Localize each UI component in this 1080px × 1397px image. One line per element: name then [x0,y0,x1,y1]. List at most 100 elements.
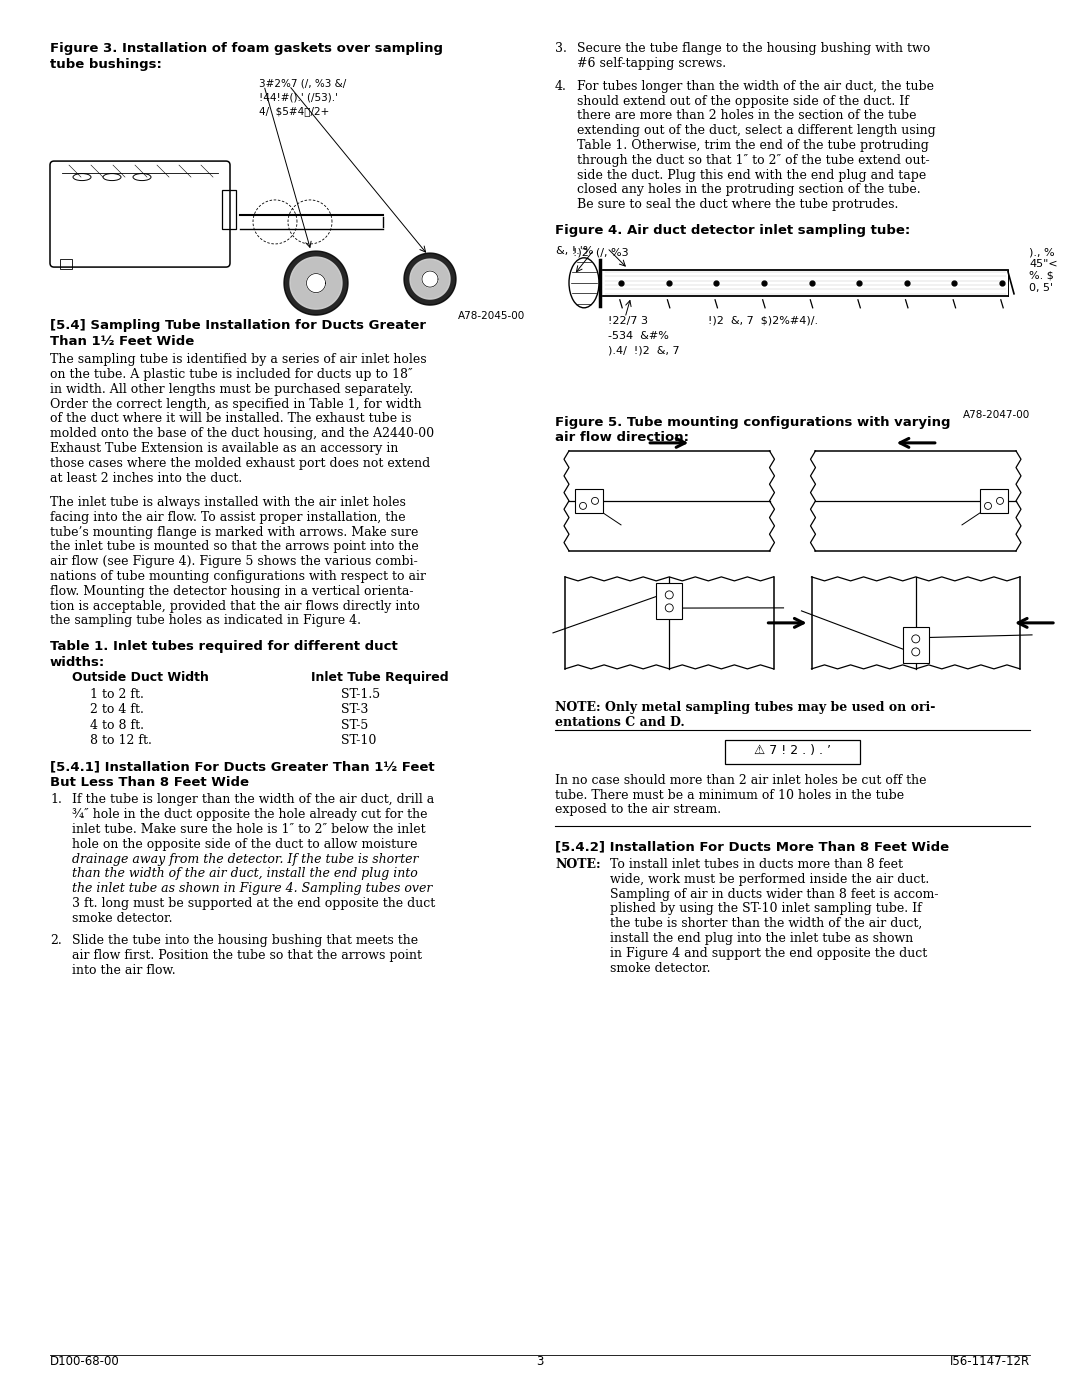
Text: For tubes longer than the width of the air duct, the tube: For tubes longer than the width of the a… [577,80,934,92]
Text: Sampling of air in ducts wider than 8 feet is accom-: Sampling of air in ducts wider than 8 fe… [610,887,939,901]
Text: the inlet tube is mounted so that the arrows point into the: the inlet tube is mounted so that the ar… [50,541,419,553]
Text: 4 to 8 ft.: 4 to 8 ft. [90,718,144,732]
Bar [60,258,72,270]
Text: wide, work must be performed inside the air duct.: wide, work must be performed inside the … [610,873,929,886]
Text: ST-1.5: ST-1.5 [341,687,380,701]
Text: hole on the opposite side of the duct to allow moisture: hole on the opposite side of the duct to… [72,838,418,851]
Text: &, !.'%: &, !.'% [556,246,594,256]
Text: 3#2%7 (/, %3 &/: 3#2%7 (/, %3 &/ [259,78,347,88]
Text: Order the correct length, as specified in Table 1, for width: Order the correct length, as specified i… [50,398,421,411]
Text: A78-2045-00: A78-2045-00 [458,312,525,321]
Text: tion is acceptable, provided that the air flows directly into: tion is acceptable, provided that the ai… [50,599,420,612]
Text: those cases where the molded exhaust port does not extend: those cases where the molded exhaust por… [50,457,430,469]
Text: facing into the air flow. To assist proper installation, the: facing into the air flow. To assist prop… [50,511,406,524]
Text: The inlet tube is always installed with the air inlet holes: The inlet tube is always installed with … [50,496,406,509]
Bar [222,190,237,229]
Text: plished by using the ST-10 inlet sampling tube. If: plished by using the ST-10 inlet samplin… [610,902,921,915]
Text: ⚠ 7 ! 2 . ) . ’: ⚠ 7 ! 2 . ) . ’ [754,745,831,757]
Bar [725,740,860,764]
Text: !)2  &, 7  $)2%#4)/.: !)2 &, 7 $)2%#4)/. [708,316,819,326]
Text: [5.4.2] Installation For Ducts More Than 8 Feet Wide: [5.4.2] Installation For Ducts More Than… [555,840,949,854]
Bar [980,489,1008,513]
Text: NOTE: Only metal sampling tubes may be used on ori-: NOTE: Only metal sampling tubes may be u… [555,701,935,714]
Bar [657,583,683,619]
Text: air flow direction:: air flow direction: [555,432,689,444]
Text: flow. Mounting the detector housing in a vertical orienta-: flow. Mounting the detector housing in a… [50,585,414,598]
Text: inlet tube. Make sure the hole is 1″ to 2″ below the inlet: inlet tube. Make sure the hole is 1″ to … [72,823,426,835]
Text: If the tube is longer than the width of the air duct, drill a: If the tube is longer than the width of … [72,793,434,806]
Text: Secure the tube flange to the housing bushing with two: Secure the tube flange to the housing bu… [577,42,930,54]
Text: there are more than 2 holes in the section of the tube: there are more than 2 holes in the secti… [577,109,917,123]
Text: Figure 5. Tube mounting configurations with varying: Figure 5. Tube mounting configurations w… [555,416,950,429]
Text: 3: 3 [537,1355,543,1368]
Text: widths:: widths: [50,655,105,669]
Text: ).4/  !)2  &, 7: ).4/ !)2 &, 7 [608,345,679,355]
Text: drainage away from the detector. If the tube is shorter: drainage away from the detector. If the … [72,852,419,866]
Text: smoke detector.: smoke detector. [72,912,173,925]
Text: NOTE:: NOTE: [555,858,600,872]
Text: through the duct so that 1″ to 2″ of the tube extend out-: through the duct so that 1″ to 2″ of the… [577,154,930,166]
Text: Figure 3. Installation of foam gaskets over sampling: Figure 3. Installation of foam gaskets o… [50,42,443,54]
Text: Inlet Tube Required: Inlet Tube Required [311,672,449,685]
Text: Than 1½ Feet Wide: Than 1½ Feet Wide [50,335,194,348]
Text: exposed to the air stream.: exposed to the air stream. [555,803,721,816]
Text: ST-10: ST-10 [341,735,377,747]
Bar [903,627,929,664]
Text: extending out of the duct, select a different length using: extending out of the duct, select a diff… [577,124,935,137]
Text: of the duct where it will be installed. The exhaust tube is: of the duct where it will be installed. … [50,412,411,425]
Text: tube bushings:: tube bushings: [50,59,162,71]
Polygon shape [284,251,348,316]
Text: ST-3: ST-3 [341,703,368,717]
Bar [575,489,603,513]
Text: )., %
45"<
%. $
0, 5': )., % 45"< %. $ 0, 5' [1029,247,1057,292]
Text: in Figure 4 and support the end opposite the duct: in Figure 4 and support the end opposite… [610,947,928,960]
Text: D100-68-00: D100-68-00 [50,1355,120,1368]
Text: 2.: 2. [50,935,62,947]
Text: the inlet tube as shown in Figure 4. Sampling tubes over: the inlet tube as shown in Figure 4. Sam… [72,883,432,895]
Text: into the air flow.: into the air flow. [72,964,176,977]
Text: in width. All other lengths must be purchased separately.: in width. All other lengths must be purc… [50,383,414,395]
Text: than the width of the air duct, install the end plug into: than the width of the air duct, install … [72,868,418,880]
Text: The sampling tube is identified by a series of air inlet holes: The sampling tube is identified by a ser… [50,353,427,366]
Text: ¾″ hole in the duct opposite the hole already cut for the: ¾″ hole in the duct opposite the hole al… [72,809,428,821]
Text: Figure 4. Air duct detector inlet sampling tube:: Figure 4. Air duct detector inlet sampli… [555,224,910,237]
Text: Outside Duct Width: Outside Duct Width [72,672,208,685]
Text: 1 to 2 ft.: 1 to 2 ft. [90,687,144,701]
Text: !22/7 3: !22/7 3 [608,316,648,326]
Polygon shape [307,274,325,292]
Text: at least 2 inches into the duct.: at least 2 inches into the duct. [50,472,242,485]
Text: nations of tube mounting configurations with respect to air: nations of tube mounting configurations … [50,570,426,583]
Text: 3 ft. long must be supported at the end opposite the duct: 3 ft. long must be supported at the end … [72,897,435,909]
Text: tube’s mounting flange is marked with arrows. Make sure: tube’s mounting flange is marked with ar… [50,525,418,538]
Text: the tube is shorter than the width of the air duct,: the tube is shorter than the width of th… [610,918,922,930]
Text: 2 to 4 ft.: 2 to 4 ft. [90,703,144,717]
Text: -534  &#%: -534 &#% [608,331,669,341]
Text: entations C and D.: entations C and D. [555,717,685,729]
Text: But Less Than 8 Feet Wide: But Less Than 8 Feet Wide [50,777,249,789]
Text: Table 1. Otherwise, trim the end of the tube protruding: Table 1. Otherwise, trim the end of the … [577,138,929,152]
Text: !)2  (/, %3: !)2 (/, %3 [573,247,629,258]
Polygon shape [410,258,450,299]
Text: the sampling tube holes as indicated in Figure 4.: the sampling tube holes as indicated in … [50,615,361,627]
Text: install the end plug into the inlet tube as shown: install the end plug into the inlet tube… [610,932,914,944]
Text: air flow first. Position the tube so that the arrows point: air flow first. Position the tube so tha… [72,949,422,961]
Polygon shape [404,253,456,305]
Text: smoke detector.: smoke detector. [610,961,711,975]
Text: 4.: 4. [555,80,567,92]
Text: molded onto the base of the duct housing, and the A2440-00: molded onto the base of the duct housing… [50,427,434,440]
Text: To install inlet tubes in ducts more than 8 feet: To install inlet tubes in ducts more tha… [610,858,903,872]
Text: #6 self-tapping screws.: #6 self-tapping screws. [577,57,726,70]
Text: air flow (see Figure 4). Figure 5 shows the various combi-: air flow (see Figure 4). Figure 5 shows … [50,555,418,569]
Text: I56-1147-12R: I56-1147-12R [950,1355,1030,1368]
Text: tube. There must be a minimum of 10 holes in the tube: tube. There must be a minimum of 10 hole… [555,788,904,802]
Text: Exhaust Tube Extension is available as an accessory in: Exhaust Tube Extension is available as a… [50,441,399,455]
Text: Table 1. Inlet tubes required for different duct: Table 1. Inlet tubes required for differ… [50,640,397,654]
Text: Slide the tube into the housing bushing that meets the: Slide the tube into the housing bushing … [72,935,418,947]
Text: ST-5: ST-5 [341,718,368,732]
Text: [5.4] Sampling Tube Installation for Ducts Greater: [5.4] Sampling Tube Installation for Duc… [50,319,426,332]
Text: 3.: 3. [555,42,567,54]
Text: 8 to 12 ft.: 8 to 12 ft. [90,735,152,747]
Text: [5.4.1] Installation For Ducts Greater Than 1½ Feet: [5.4.1] Installation For Ducts Greater T… [50,761,434,774]
Text: on the tube. A plastic tube is included for ducts up to 18″: on the tube. A plastic tube is included … [50,367,413,381]
Text: In no case should more than 2 air inlet holes be cut off the: In no case should more than 2 air inlet … [555,774,927,787]
